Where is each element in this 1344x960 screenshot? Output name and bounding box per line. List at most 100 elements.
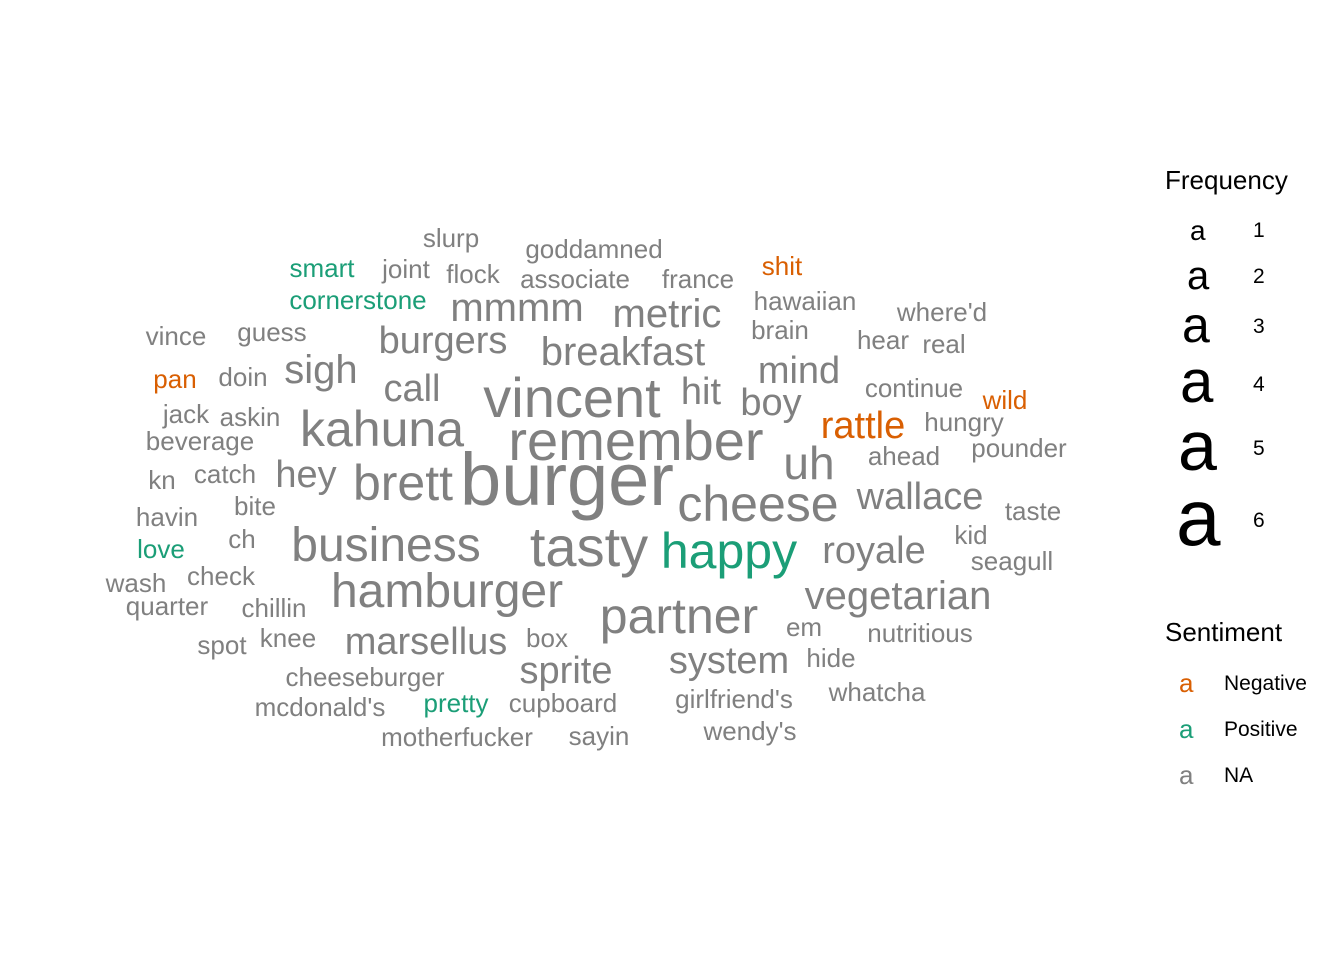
- word-pounder: pounder: [971, 433, 1067, 463]
- sentiment-key-positive: a: [1179, 714, 1194, 744]
- word-breakfast: breakfast: [541, 330, 706, 374]
- frequency-key-3: a: [1182, 297, 1210, 353]
- sentiment-label-na: NA: [1224, 764, 1254, 787]
- word-cornerstone: cornerstone: [289, 285, 426, 315]
- word-wild: wild: [982, 385, 1028, 415]
- frequency-value-6: 6: [1253, 509, 1265, 532]
- word-associate: associate: [520, 264, 630, 294]
- frequency-value-3: 3: [1253, 315, 1265, 338]
- frequency-key-1: a: [1190, 215, 1206, 246]
- word-boy: boy: [740, 382, 801, 424]
- word-burgers: burgers: [379, 320, 508, 362]
- word-france: france: [662, 264, 734, 294]
- word-kid: kid: [954, 520, 987, 550]
- word-hey: hey: [275, 454, 336, 496]
- word-bite: bite: [234, 491, 276, 521]
- word-kahuna: kahuna: [300, 401, 464, 457]
- word-sprite: sprite: [520, 650, 613, 692]
- word-hear: hear: [857, 325, 909, 355]
- word-rattle: rattle: [821, 405, 905, 447]
- word-sayin: sayin: [569, 721, 630, 751]
- word-cheeseburger: cheeseburger: [286, 662, 445, 692]
- word-brett: brett: [353, 455, 453, 511]
- word-whatcha: whatcha: [828, 677, 926, 707]
- word-guess: guess: [237, 317, 306, 347]
- word-tasty: tasty: [530, 515, 648, 578]
- word-mmmm: mmmm: [450, 286, 583, 330]
- word-havin: havin: [136, 502, 198, 532]
- word-shit: shit: [762, 251, 803, 281]
- word-hit: hit: [681, 371, 722, 413]
- word-vincent: vincent: [483, 366, 661, 429]
- word-box: box: [526, 623, 568, 653]
- word-pan: pan: [153, 364, 196, 394]
- word-spot: spot: [197, 630, 247, 660]
- word-wash: wash: [105, 568, 167, 598]
- word-remember: remember: [508, 409, 763, 472]
- word-beverage: beverage: [146, 426, 254, 456]
- word-nutritious: nutritious: [867, 618, 973, 648]
- word-jack: jack: [162, 399, 210, 429]
- word-motherfucker: motherfucker: [381, 722, 533, 752]
- word-doin: doin: [218, 362, 267, 392]
- frequency-key-4: a: [1180, 348, 1214, 415]
- frequency-value-5: 5: [1253, 437, 1265, 460]
- word-slurp: slurp: [423, 223, 479, 253]
- frequency-key-2: a: [1187, 254, 1210, 298]
- word-uh: uh: [783, 437, 834, 489]
- word-wendy-s: wendy's: [702, 716, 796, 746]
- frequency-value-4: 4: [1253, 373, 1265, 396]
- word-real: real: [922, 329, 965, 359]
- word-girlfriend-s: girlfriend's: [675, 684, 793, 714]
- word-vince: vince: [146, 321, 207, 351]
- frequency-key-6: a: [1176, 473, 1221, 562]
- word-vegetarian: vegetarian: [805, 574, 992, 618]
- word-royale: royale: [822, 530, 926, 572]
- word-seagull: seagull: [971, 546, 1053, 576]
- word-cheese: cheese: [677, 476, 838, 532]
- word-call: call: [383, 368, 440, 410]
- word-goddamned: goddamned: [525, 234, 662, 264]
- word-hawaiian: hawaiian: [754, 286, 857, 316]
- word-catch: catch: [194, 459, 256, 489]
- sentiment-key-negative: a: [1179, 668, 1194, 698]
- word-metric: metric: [613, 292, 722, 336]
- word-knee: knee: [260, 623, 316, 653]
- frequency-legend-title: Frequency: [1165, 165, 1288, 195]
- word-hide: hide: [806, 643, 855, 673]
- word-sigh: sigh: [284, 348, 357, 392]
- word-mind: mind: [758, 350, 840, 392]
- word-love: love: [137, 534, 185, 564]
- word-flock: flock: [446, 259, 500, 289]
- word-continue: continue: [865, 373, 963, 403]
- sentiment-label-negative: Negative: [1224, 672, 1307, 695]
- word-taste: taste: [1005, 496, 1061, 526]
- word-marsellus: marsellus: [345, 621, 508, 663]
- word-hungry: hungry: [924, 407, 1004, 437]
- sentiment-label-positive: Positive: [1224, 718, 1298, 741]
- frequency-value-1: 1: [1253, 219, 1265, 242]
- word-cupboard: cupboard: [509, 688, 617, 718]
- word-happy: happy: [661, 523, 797, 579]
- word-where-d: where'd: [896, 297, 987, 327]
- sentiment-key-na: a: [1179, 760, 1194, 790]
- word-smart: smart: [290, 253, 356, 283]
- word-joint: joint: [381, 254, 430, 284]
- word-check: check: [187, 561, 256, 591]
- word-hamburger: hamburger: [331, 565, 563, 618]
- frequency-key-5: a: [1178, 407, 1217, 485]
- word-brain: brain: [751, 315, 809, 345]
- frequency-value-2: 2: [1253, 265, 1265, 288]
- word-ahead: ahead: [868, 441, 940, 471]
- word-pretty: pretty: [423, 688, 488, 718]
- word-ch: ch: [228, 524, 255, 554]
- word-chillin: chillin: [241, 593, 306, 623]
- word-askin: askin: [220, 402, 281, 432]
- word-em: em: [786, 612, 822, 642]
- word-quarter: quarter: [126, 591, 209, 621]
- word-kn: kn: [148, 465, 175, 495]
- word-wallace: wallace: [856, 476, 984, 518]
- sentiment-legend-title: Sentiment: [1165, 617, 1283, 647]
- word-burger: burger: [460, 438, 674, 521]
